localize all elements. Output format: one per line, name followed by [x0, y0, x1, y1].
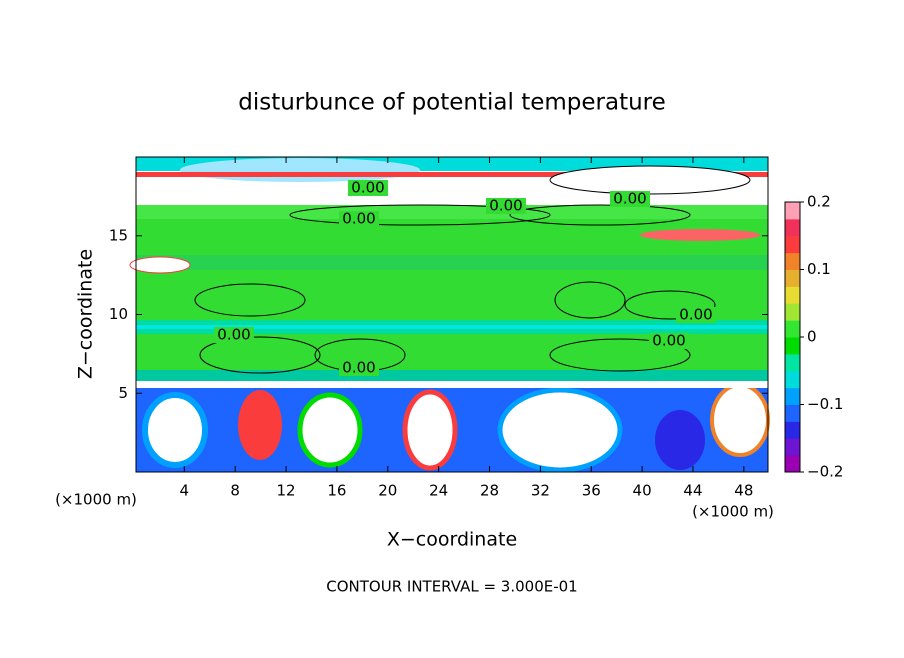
- contour-line: [289, 204, 551, 226]
- contour-label-bg: [339, 211, 379, 227]
- x-tick-label: 4: [180, 482, 190, 500]
- contour-line: [509, 204, 691, 226]
- contour-line: [194, 283, 306, 317]
- colorbar-tick-label: −0.1: [807, 395, 843, 413]
- chart-title: disturbunce of potential temperature: [238, 90, 666, 116]
- field-patch: [655, 410, 705, 470]
- contour-label: 0.00: [342, 210, 375, 228]
- contour-label: 0.00: [679, 306, 712, 324]
- x-tick-label: 44: [683, 482, 702, 500]
- contour-label: 0.00: [652, 332, 685, 350]
- y-tick-label: 15: [109, 226, 128, 244]
- colorbar-segment: [785, 269, 800, 287]
- x-tick-label: 20: [378, 482, 397, 500]
- y-tick-label: 5: [118, 384, 128, 402]
- contour-line: [624, 290, 716, 320]
- field-patch: [129, 256, 191, 274]
- x-unit: (×1000 m): [692, 503, 774, 521]
- x-tick-label: 48: [734, 482, 753, 500]
- contour-line: [554, 281, 626, 319]
- colorbar-segment: [785, 438, 800, 456]
- contour-line: [199, 336, 321, 374]
- y-axis-label: Z−coordinate: [75, 249, 97, 379]
- contour-label-bg: [649, 333, 689, 349]
- field-patch: [549, 165, 751, 195]
- field-patch: [238, 390, 282, 460]
- x-tick-label: 32: [531, 482, 550, 500]
- colorbar-tick-label: −0.2: [807, 463, 843, 481]
- footer: CONTOUR INTERVAL = 3.000E-01: [326, 578, 577, 596]
- x-tick-label: 24: [429, 482, 448, 500]
- field-patch: [136, 370, 768, 381]
- x-tick-label: 12: [277, 482, 296, 500]
- contour-label-bg: [486, 198, 526, 214]
- colorbar-segment: [785, 337, 800, 355]
- field-patch: [297, 392, 363, 468]
- x-tick-label: 28: [480, 482, 499, 500]
- colorbar-segment: [785, 303, 800, 321]
- y-tick-label: 10: [109, 305, 128, 323]
- contour-label: 0.00: [342, 359, 375, 377]
- colorbar-segment: [785, 218, 800, 237]
- contour-label: 0.00: [489, 197, 522, 215]
- colorbar-tick-label: 0.2: [807, 193, 831, 211]
- contour-label: 0.00: [613, 190, 646, 208]
- contour-label: 0.00: [217, 326, 250, 344]
- x-tick-label: 36: [582, 482, 601, 500]
- field-patch: [136, 205, 768, 219]
- colorbar-segment: [785, 370, 800, 389]
- field-patch: [142, 392, 208, 468]
- field-patch: [136, 381, 768, 388]
- colorbar-tick-label: 0: [807, 328, 817, 346]
- field-patch: [136, 325, 768, 329]
- colorbar-segment: [785, 387, 800, 405]
- colorbar-segment: [785, 252, 800, 270]
- field-patch: [497, 387, 623, 473]
- field-patch: [710, 383, 770, 457]
- contour-label-bg: [348, 180, 388, 196]
- contour-label-bg: [610, 191, 650, 207]
- colorbar-segment: [785, 421, 800, 439]
- colorbar-segment: [785, 455, 800, 473]
- colorbar-segment: [785, 353, 800, 372]
- colorbar-segment: [785, 286, 800, 304]
- x-tick-label: 40: [633, 482, 652, 500]
- field-patch: [640, 229, 760, 241]
- colorbar-segment: [785, 202, 800, 220]
- field: [129, 157, 770, 473]
- x-tick-label: 8: [230, 482, 240, 500]
- colorbar-segment: [785, 320, 800, 338]
- x-unit: (×1000 m): [55, 491, 137, 509]
- colorbar-segment: [785, 235, 800, 254]
- contour-label: 0.00: [351, 179, 384, 197]
- colorbar-tick-label: 0.1: [807, 260, 831, 278]
- x-tick-label: 16: [327, 482, 346, 500]
- x-axis-label: X−coordinate: [387, 529, 517, 551]
- colorbar-segment: [785, 404, 800, 422]
- contour-label-bg: [214, 327, 254, 343]
- field-patch: [136, 255, 768, 270]
- contour-label-bg: [676, 307, 716, 323]
- field-patch: [136, 172, 768, 177]
- contour-label-bg: [339, 360, 379, 376]
- contour-line: [549, 338, 691, 372]
- field-patch: [402, 389, 458, 471]
